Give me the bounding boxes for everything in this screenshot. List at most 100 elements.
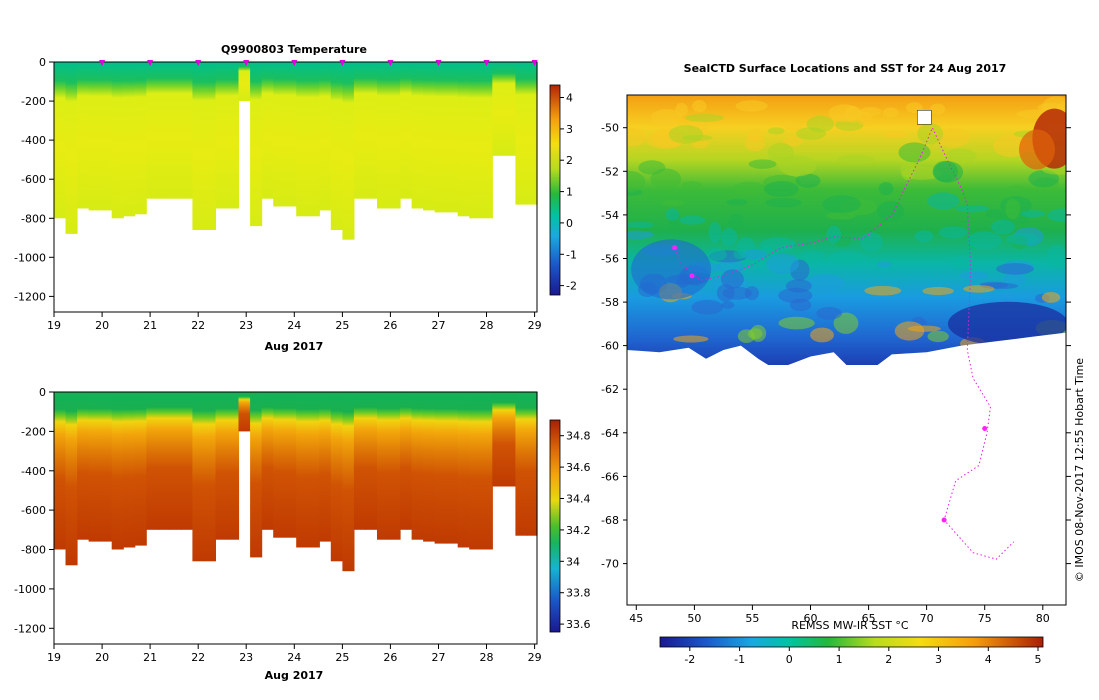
sst-patch — [928, 331, 949, 342]
sst-colorbar-tick-label: 3 — [935, 653, 942, 666]
profile-column — [158, 62, 170, 199]
profile-column — [504, 392, 516, 487]
profile-column — [146, 392, 158, 530]
profile-column — [296, 392, 308, 548]
seal-location — [942, 518, 947, 523]
profile-column — [169, 62, 181, 199]
profile-column — [273, 392, 285, 538]
profile-column — [100, 62, 112, 210]
profile-column — [66, 392, 78, 565]
y-tick-label: -800 — [21, 544, 46, 557]
sst-patch — [1042, 292, 1060, 303]
sst-patch — [945, 149, 977, 164]
sst-patch — [665, 208, 679, 220]
sst-patch — [778, 288, 812, 303]
profile-column — [365, 392, 377, 530]
lon-tick-label: 75 — [978, 612, 992, 625]
profile-column — [527, 62, 538, 205]
x-tick-label: 20 — [95, 651, 109, 664]
profile-column — [504, 62, 516, 156]
profile-column — [181, 392, 193, 530]
y-tick-label: -1200 — [14, 290, 46, 303]
profile-column — [262, 392, 274, 530]
profile-column — [273, 62, 285, 207]
temperature-x-label: Aug 2017 — [265, 340, 324, 353]
x-tick-label: 21 — [143, 651, 157, 664]
profile-column — [112, 62, 124, 218]
profile-column — [423, 392, 435, 542]
sst-patch — [733, 182, 766, 196]
lat-tick-label: -70 — [601, 558, 619, 571]
sst-patch — [673, 336, 708, 343]
sst-patch — [745, 135, 765, 151]
profile-column — [66, 62, 78, 234]
profile-column — [377, 62, 389, 209]
sst-patch — [662, 200, 685, 207]
sst-patch — [1021, 210, 1045, 217]
profile-column — [216, 62, 228, 209]
salinity-section-panel: 0 -200 -400 -600 -800 -1000 -1200 19 20 21 22 23 24… — [14, 386, 590, 682]
sst-patch — [669, 125, 704, 144]
colorbar-tick-label: 0 — [566, 217, 573, 230]
sst-patch — [768, 143, 794, 163]
profile-column — [123, 392, 135, 548]
sst-colorbar-tick-label: 4 — [985, 653, 992, 666]
profile-column — [89, 62, 101, 210]
sst-patch — [1047, 245, 1066, 266]
colorbar-tick-label: 3 — [566, 123, 573, 136]
profile-column — [204, 62, 216, 230]
sst-patch — [1048, 209, 1076, 223]
profile-column — [446, 392, 458, 544]
profile-column — [192, 392, 204, 561]
sst-patch — [738, 329, 755, 343]
sst-patch — [1006, 233, 1039, 245]
x-tick-label: 24 — [287, 319, 301, 332]
seal-location — [982, 426, 987, 431]
profile-column — [181, 62, 193, 199]
profile-column — [354, 392, 366, 530]
sst-patch — [822, 195, 860, 213]
salinity-x-label: Aug 2017 — [265, 669, 324, 682]
sst-patch — [679, 216, 705, 225]
sst-patch — [638, 160, 665, 174]
colorbar-tick-label: 4 — [566, 92, 573, 105]
profile-column — [308, 392, 320, 548]
sst-patch — [955, 205, 988, 212]
x-tick-label: 26 — [383, 319, 397, 332]
x-tick-label: 22 — [191, 651, 205, 664]
lat-tick-label: -56 — [601, 253, 619, 266]
profile-column — [239, 62, 251, 101]
sst-patch — [728, 214, 743, 230]
sst-patch — [991, 220, 1015, 235]
profile-column — [146, 62, 158, 199]
x-tick-label: 27 — [432, 651, 446, 664]
profile-column — [389, 392, 401, 540]
lon-tick-label: 55 — [745, 612, 759, 625]
profile-column — [169, 392, 181, 530]
sst-patch — [709, 222, 722, 243]
y-tick-label: 0 — [39, 56, 46, 69]
profile-column — [158, 392, 170, 530]
sst-patch — [721, 301, 734, 308]
sst-patch — [768, 127, 785, 134]
sst-colorbar — [660, 637, 1043, 647]
sst-patch — [810, 328, 834, 343]
profile-column — [458, 62, 470, 216]
profile-column — [342, 62, 354, 240]
sst-patch — [800, 251, 824, 260]
sst-patch — [877, 261, 892, 267]
profile-column — [469, 392, 481, 550]
lat-tick-label: -54 — [601, 209, 619, 222]
profile-column — [481, 62, 493, 218]
lat-tick-label: -66 — [601, 470, 619, 483]
salinity-colorbar-ticks: 34.834.634.434.23433.833.6 — [560, 430, 591, 631]
sst-colorbar-tick-label: -1 — [734, 653, 745, 666]
lat-tick-label: -62 — [601, 383, 619, 396]
x-tick-label: 21 — [143, 319, 157, 332]
island-marker — [917, 110, 931, 124]
profile-column — [400, 392, 412, 530]
x-tick-label: 23 — [239, 319, 253, 332]
sst-patch — [733, 250, 746, 259]
sst-patch — [806, 274, 844, 291]
sst-colorbar-tick-label: 0 — [786, 653, 793, 666]
